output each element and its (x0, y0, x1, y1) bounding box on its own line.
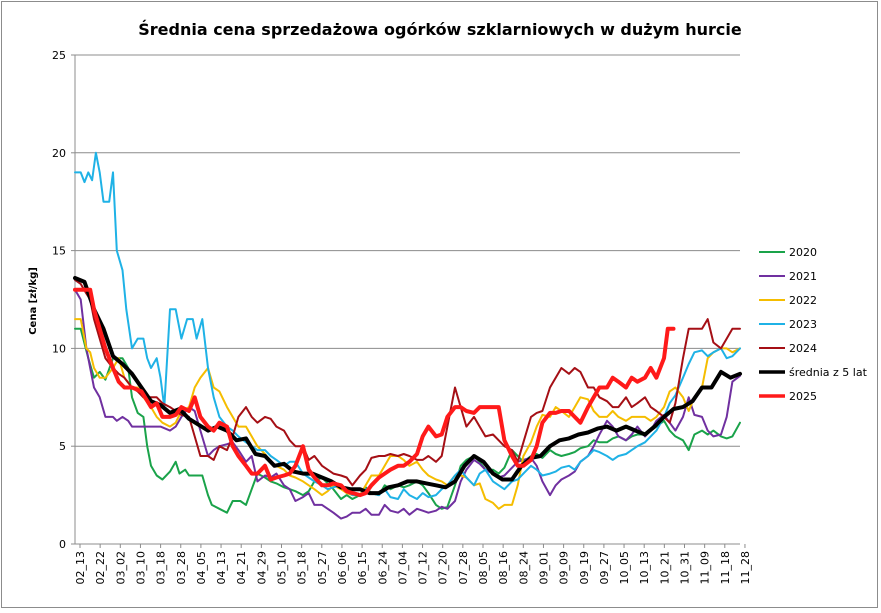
y-tick-label: 10 (52, 342, 66, 355)
x-tick-label: 10_05 (618, 551, 631, 585)
x-tick-label: 03_10 (134, 551, 147, 585)
x-tick-label: 07_28 (457, 551, 470, 585)
series-line-0 (74, 327, 741, 514)
x-tick-label: 04_29 (255, 551, 268, 585)
y-tick-label: 20 (52, 147, 66, 160)
y-tick-label: 25 (52, 49, 66, 62)
x-tick-label: 11_18 (719, 551, 732, 585)
legend: 2020 2021 2022 2023 2024 średnia z 5 lat 2025 (759, 246, 868, 403)
x-tick-label: 09_19 (578, 551, 591, 585)
x-tick-label: 06_06 (336, 551, 349, 585)
x-tick-label: 09_27 (598, 551, 611, 585)
series-line-4 (74, 278, 741, 487)
legend-label: średnia z 5 lat (789, 366, 868, 379)
x-tick-label: 05_27 (316, 551, 329, 585)
y-axis-label: Cena [zł/kg] (28, 267, 39, 335)
legend-label: 2021 (789, 270, 817, 283)
x-tick-label: 11_09 (699, 551, 712, 585)
x-tick-label: 11_28 (739, 551, 752, 585)
x-tick-label: 05_18 (296, 551, 309, 585)
legend-label: 2020 (789, 246, 817, 259)
x-tick-label: 03_28 (175, 551, 188, 585)
y-tick-label: 15 (52, 245, 66, 258)
y-tick-label: 5 (59, 440, 66, 453)
x-tick-label: 04_05 (195, 551, 208, 585)
series-line-5 (73, 276, 742, 496)
y-tick-labels: 0 5 10 15 20 25 (52, 49, 66, 551)
x-tick-label: 10_21 (658, 551, 671, 585)
y-tick-label: 0 (59, 538, 66, 551)
x-tick-label: 04_13 (215, 551, 228, 585)
x-tick-label: 08_16 (497, 551, 510, 585)
x-tick-label: 05_10 (276, 551, 289, 585)
x-tick-label: 09_09 (558, 551, 571, 585)
x-tick-label: 06_24 (376, 551, 389, 585)
legend-label: 2025 (789, 390, 817, 403)
x-tick-label: 07_12 (417, 551, 430, 585)
legend-label: 2023 (789, 318, 817, 331)
x-tick-label: 02_13 (74, 551, 87, 585)
x-tick-label: 02_22 (94, 551, 107, 585)
series-line-3 (74, 151, 741, 500)
x-tick-label: 04_21 (235, 551, 248, 585)
series-line-2 (74, 318, 741, 510)
x-tick-label: 08_24 (517, 551, 530, 585)
series-line-1 (74, 288, 741, 520)
x-tick-label: 03_18 (155, 551, 168, 585)
x-tick-label: 03_02 (114, 551, 127, 585)
x-tick-label: 08_05 (477, 551, 490, 585)
series-lines (73, 151, 742, 520)
legend-label: 2024 (789, 342, 817, 355)
x-tick-labels: 02_13 02_22 03_02 03_10 03_18 03_28 04_05 04_13… (74, 551, 752, 585)
x-tick-label: 09_01 (537, 551, 550, 585)
legend-label: 2022 (789, 294, 817, 307)
x-tick-label: 07_20 (437, 551, 450, 585)
x-tick-label: 10_31 (679, 551, 692, 585)
gridlines (71, 54, 746, 548)
x-tick-label: 10_13 (638, 551, 651, 585)
x-tick-label: 06_15 (356, 551, 369, 585)
series-line-6 (73, 287, 676, 498)
x-tick-label: 07_04 (396, 551, 409, 585)
chart-title: Średnia cena sprzedażowa ogórków szklarn… (138, 20, 742, 39)
